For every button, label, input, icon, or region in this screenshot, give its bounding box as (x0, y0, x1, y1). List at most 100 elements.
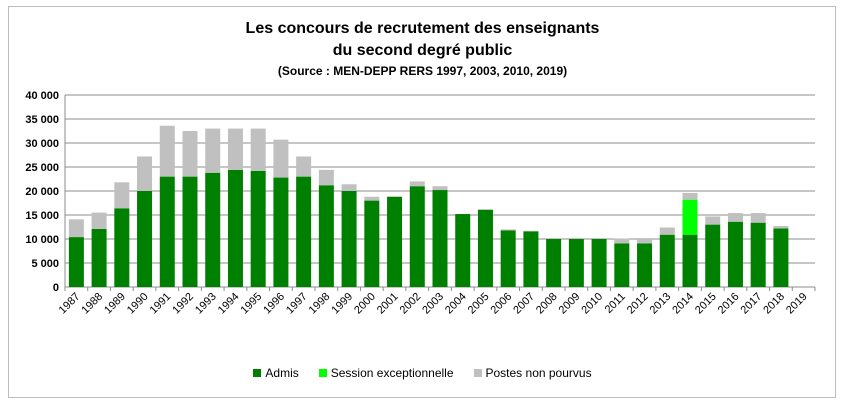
x-tick-label: 1999 (329, 291, 355, 317)
y-tick-label: 10 000 (25, 234, 59, 246)
bar-postes-non-pourvus (409, 181, 425, 187)
bar-admis (568, 239, 584, 287)
y-tick-label: 40 000 (25, 90, 59, 102)
bar-admis (273, 177, 289, 287)
bar-admis (705, 224, 721, 287)
bar-admis (773, 228, 789, 287)
legend-swatch (318, 369, 327, 377)
bar-admis (477, 209, 493, 287)
x-tick-label: 2008 (534, 291, 560, 317)
chart-subtitle: (Source : MEN-DEPP RERS 1997, 2003, 2010… (277, 64, 568, 78)
y-tick-label: 35 000 (25, 114, 59, 126)
legend-swatch (253, 369, 262, 377)
bar-admis (114, 208, 130, 287)
x-tick-label: 1988 (79, 291, 105, 317)
y-tick-label: 30 000 (25, 138, 59, 150)
chart-title-line2: du second degré public (332, 42, 513, 59)
bar-admis (159, 176, 175, 287)
bar-postes-non-pourvus (614, 238, 630, 244)
x-tick-label: 2010 (579, 291, 605, 317)
x-tick-label: 1987 (57, 291, 83, 317)
bar-postes-non-pourvus (341, 184, 357, 191)
x-tick-label: 2007 (511, 291, 537, 317)
bar-admis (750, 222, 766, 287)
x-tick-label: 1993 (193, 291, 219, 317)
x-tick-label: 2002 (398, 291, 424, 317)
x-tick-label: 1996 (261, 291, 287, 317)
x-tick-label: 1992 (170, 291, 196, 317)
legend-item-admis: Admis (253, 366, 299, 380)
bar-postes-non-pourvus (773, 226, 789, 229)
bar-postes-non-pourvus (273, 139, 289, 178)
bar-admis (659, 234, 675, 287)
legend-label: Postes non pourvus (485, 366, 592, 380)
x-tick-label: 2009 (557, 291, 583, 317)
bar-postes-non-pourvus (250, 128, 266, 171)
bar-postes-non-pourvus (205, 128, 221, 173)
x-tick-label: 2005 (466, 291, 492, 317)
y-tick-label: 5 000 (31, 258, 59, 270)
bar-admis (409, 186, 425, 287)
bar-admis (91, 228, 107, 287)
x-tick-label: 2014 (670, 291, 696, 317)
bar-postes-non-pourvus (682, 192, 698, 200)
bar-admis (455, 214, 471, 287)
bar-postes-non-pourvus (750, 213, 766, 223)
bar-admis (364, 200, 380, 287)
bar-admis (500, 230, 516, 287)
bar-postes-non-pourvus (364, 196, 380, 201)
bar-admis (341, 191, 357, 287)
bar-postes-non-pourvus (227, 128, 243, 170)
x-tick-label: 2016 (716, 291, 742, 317)
x-tick-label: 1990 (125, 291, 151, 317)
bar-admis (546, 239, 562, 287)
bar-admis (727, 221, 743, 287)
legend: Admis Session exceptionnelle Postes non … (0, 366, 845, 380)
x-tick-label: 1991 (148, 291, 174, 317)
x-tick-label: 1998 (307, 291, 333, 317)
x-tick-label: 2015 (693, 291, 719, 317)
bar-postes-non-pourvus (182, 131, 198, 177)
bar-admis (682, 234, 698, 287)
bar-postes-non-pourvus (318, 169, 334, 186)
x-tick-label: 2019 (784, 291, 810, 317)
bar-postes-non-pourvus (296, 156, 312, 177)
legend-label: Session exceptionnelle (330, 366, 454, 380)
bar-admis (296, 176, 312, 287)
x-tick-label: 2018 (761, 291, 787, 317)
bar-postes-non-pourvus (637, 239, 653, 244)
bar-postes-non-pourvus (137, 156, 153, 191)
bar-admis (318, 185, 334, 287)
y-tick-label: 20 000 (25, 186, 59, 198)
legend-item-postes: Postes non pourvus (473, 366, 592, 380)
y-tick-label: 25 000 (25, 162, 59, 174)
x-tick-label: 2012 (625, 291, 651, 317)
bar-postes-non-pourvus (659, 227, 675, 235)
y-tick-label: 0 (53, 282, 59, 294)
bar-admis (205, 172, 221, 287)
bar-postes-non-pourvus (727, 213, 743, 222)
bar-admis (591, 239, 607, 287)
bar-admis (432, 190, 448, 287)
bar-admis (137, 191, 153, 287)
legend-label: Admis (265, 366, 299, 380)
bar-admis (637, 243, 653, 287)
bar-postes-non-pourvus (68, 219, 84, 238)
x-tick-label: 1994 (216, 291, 242, 317)
bar-postes-non-pourvus (159, 125, 175, 177)
bar-admis (227, 169, 243, 287)
bar-admis (182, 176, 198, 287)
legend-swatch (473, 369, 482, 377)
x-tick-label: 2011 (603, 291, 628, 316)
y-tick-label: 15 000 (25, 210, 59, 222)
bar-postes-non-pourvus (500, 229, 516, 231)
bar-session-exceptionnelle (682, 199, 698, 235)
x-tick-label: 2013 (648, 291, 674, 317)
x-tick-label: 2006 (489, 291, 515, 317)
x-tick-label: 1997 (284, 291, 310, 317)
bar-postes-non-pourvus (432, 186, 448, 191)
bar-admis (523, 231, 539, 287)
bar-admis (614, 243, 630, 287)
x-tick-label: 2017 (739, 291, 765, 317)
